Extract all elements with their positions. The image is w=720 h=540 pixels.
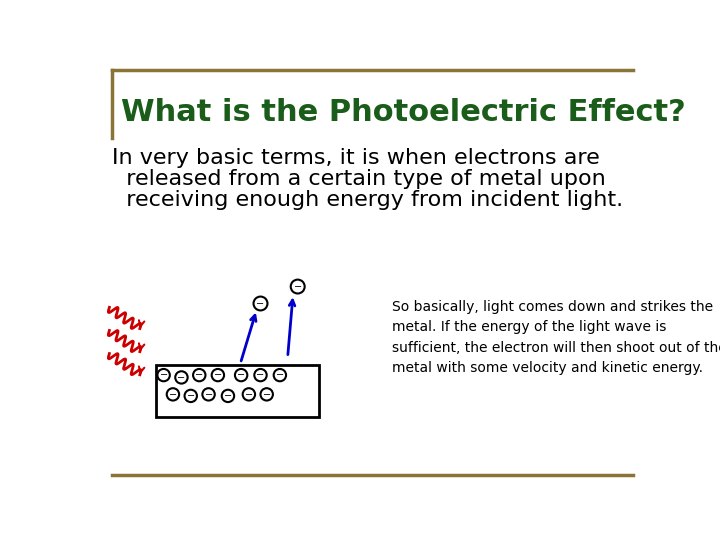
- Text: −: −: [263, 390, 271, 400]
- Text: −: −: [186, 392, 195, 401]
- Bar: [156, 365, 319, 417]
- Text: receiving enough energy from incident light.: receiving enough energy from incident li…: [112, 190, 623, 210]
- Text: −: −: [276, 370, 284, 381]
- Circle shape: [243, 388, 255, 401]
- Circle shape: [202, 388, 215, 401]
- Text: −: −: [256, 370, 264, 381]
- Text: −: −: [195, 370, 203, 381]
- Text: −: −: [160, 370, 168, 381]
- Circle shape: [193, 369, 205, 381]
- Circle shape: [212, 369, 224, 381]
- Text: In very basic terms, it is when electrons are: In very basic terms, it is when electron…: [112, 148, 600, 168]
- Text: −: −: [177, 373, 186, 383]
- Text: −: −: [256, 299, 264, 309]
- Circle shape: [167, 388, 179, 401]
- Circle shape: [291, 280, 305, 294]
- Circle shape: [235, 369, 248, 381]
- Circle shape: [254, 369, 266, 381]
- Text: −: −: [245, 390, 253, 400]
- Text: So basically, light comes down and strikes the
metal. If the energy of the light: So basically, light comes down and strik…: [392, 300, 720, 375]
- Circle shape: [222, 390, 234, 402]
- Text: −: −: [204, 390, 212, 400]
- Circle shape: [184, 390, 197, 402]
- Circle shape: [253, 296, 267, 310]
- Circle shape: [158, 369, 170, 381]
- Circle shape: [274, 369, 286, 381]
- Text: −: −: [294, 282, 302, 292]
- Circle shape: [261, 388, 273, 401]
- Text: What is the Photoelectric Effect?: What is the Photoelectric Effect?: [121, 98, 685, 127]
- Text: −: −: [224, 392, 232, 401]
- Text: −: −: [169, 390, 177, 400]
- Circle shape: [175, 372, 188, 383]
- Text: −: −: [237, 370, 246, 381]
- Text: −: −: [214, 370, 222, 381]
- Text: released from a certain type of metal upon: released from a certain type of metal up…: [112, 168, 606, 189]
